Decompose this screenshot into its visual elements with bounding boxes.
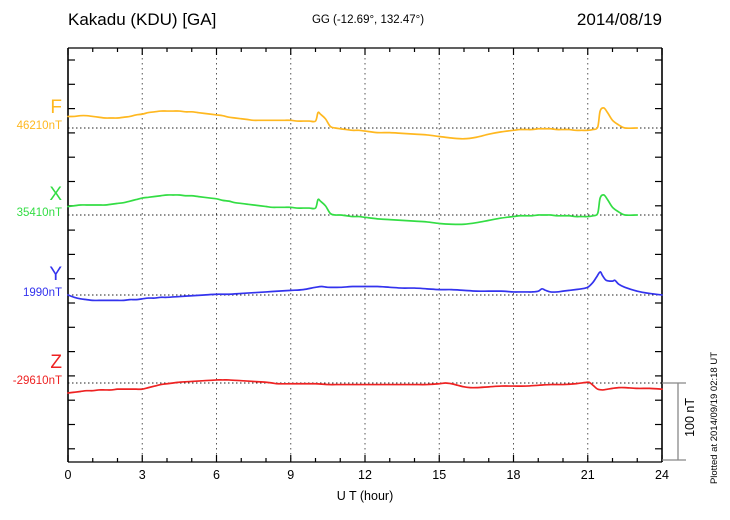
x-axis-title: U T (hour) [336, 489, 394, 503]
geographic-coordinates: GG (-12.69°, 132.47°) [311, 14, 425, 26]
component-baseline-y: 1990nT [22, 287, 62, 299]
x-tick-label: 15 [432, 468, 447, 482]
grid-layer [141, 48, 589, 462]
component-letter-z: Z [50, 352, 62, 373]
trace-y [67, 271, 663, 302]
x-tick-label: 0 [64, 468, 72, 482]
component-letter-x: X [49, 184, 62, 205]
component-label-y: Y 1990nT [23, 265, 62, 300]
trace-z [67, 379, 663, 394]
baseline-layer [68, 127, 662, 384]
component-letter-y: Y [49, 264, 62, 285]
component-letter-f: F [50, 97, 62, 118]
trace-layer [67, 107, 663, 394]
component-baseline-f: 46210nT [16, 120, 62, 132]
x-tick-label: 3 [138, 468, 146, 482]
x-tick-label: 6 [213, 468, 220, 482]
x-tick-label: 24 [655, 468, 669, 482]
trace-x [67, 194, 639, 226]
component-label-x: X 35410nT [17, 185, 62, 220]
x-tick-label: 12 [358, 468, 372, 482]
component-label-z: Z -29610nT [13, 353, 62, 388]
scale-bar [662, 382, 686, 461]
component-baseline-z: -29610nT [12, 375, 62, 387]
page-title: Kakadu (KDU) [GA] [68, 10, 217, 29]
observation-date: 2014/08/19 [576, 10, 662, 29]
x-tick-label: 9 [287, 468, 295, 482]
component-baseline-x: 35410nT [16, 207, 62, 219]
x-tick-label: 18 [506, 468, 521, 482]
scale-bar-label: 100 nT [683, 398, 697, 437]
component-label-f: F 46210nT [17, 98, 62, 133]
x-tick-label: 21 [580, 468, 595, 482]
plot-timestamp: Plotted at 2014/09/19 02:18 UT [709, 352, 720, 485]
trace-f [67, 107, 639, 140]
plot-frame [67, 47, 663, 463]
